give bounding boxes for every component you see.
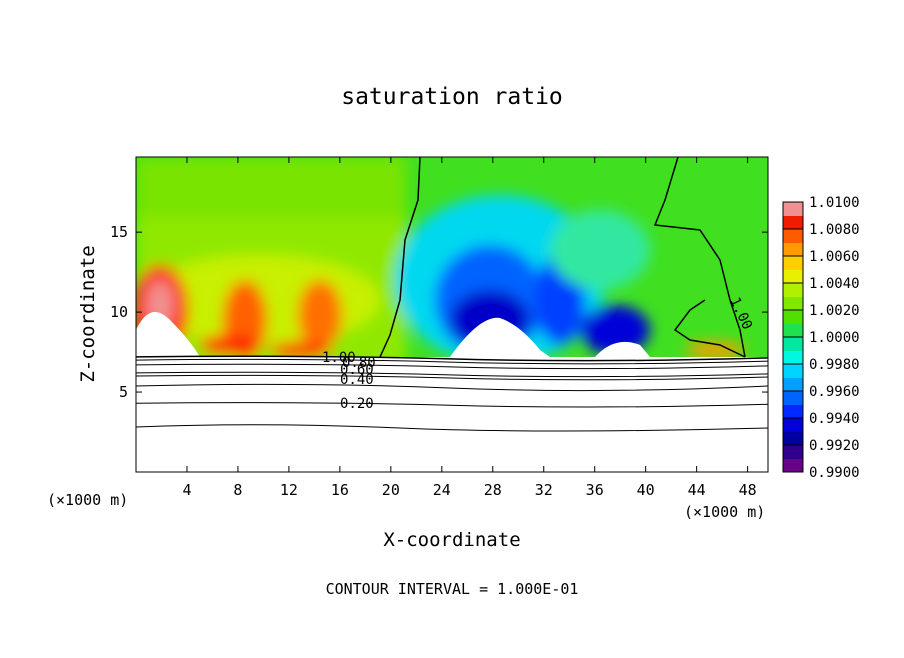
colorbar-tick-label: 0.9940 <box>809 411 860 427</box>
x-tick-label: 28 <box>484 481 502 499</box>
colorbar-band <box>783 350 803 365</box>
x-tick-label: 12 <box>280 481 298 499</box>
colorbar-band <box>783 377 803 392</box>
colorbar-tick-label: 1.0080 <box>809 222 860 238</box>
colorbar-band <box>783 310 803 324</box>
contour-line <box>135 402 769 408</box>
contour-label: 0.20 <box>340 396 374 412</box>
contour-line <box>135 363 769 370</box>
colorbar-band <box>783 256 803 270</box>
field <box>136 157 768 472</box>
colorbar-tick-label: 1.0060 <box>809 249 860 265</box>
colorbar-band <box>783 323 803 338</box>
x-tick-label: 16 <box>331 481 349 499</box>
y-tick-label: 15 <box>110 223 128 241</box>
chart-title: saturation ratio <box>341 84 563 110</box>
colorbar-band <box>783 229 803 243</box>
contour-label: 0.40 <box>340 372 374 388</box>
colorbar-tick-label: 0.9920 <box>809 438 860 454</box>
colorbar-tick-label: 0.9980 <box>809 357 860 373</box>
colorbar-tick-label: 1.0000 <box>809 330 860 346</box>
colorbar-band <box>783 242 803 257</box>
x-axis-label: X-coordinate <box>383 529 520 551</box>
colorbar-band <box>783 215 803 230</box>
x-tick-label: 8 <box>233 481 242 499</box>
colorbar-band <box>783 337 803 351</box>
colorbar-band <box>783 283 803 297</box>
x-tick-label: 44 <box>688 481 706 499</box>
x-tick-label: 20 <box>382 481 400 499</box>
y-axis-label: Z-coordinate <box>77 245 99 382</box>
contour-line <box>135 355 769 362</box>
colorbar-band <box>783 458 803 473</box>
x-units: (×1000 m) <box>47 491 128 509</box>
plot-frame <box>135 156 769 473</box>
contour-label: 0.80 <box>342 355 376 371</box>
contour-label: 1.00 <box>322 350 356 366</box>
colorbar-band <box>783 364 803 378</box>
x-tick-label: 32 <box>535 481 553 499</box>
colorbar-tick-label: 1.0020 <box>809 303 860 319</box>
contour-line <box>135 358 769 365</box>
colorbar-band <box>783 296 803 311</box>
y-tick-label: 5 <box>119 383 128 401</box>
x-units: (×1000 m) <box>684 503 765 521</box>
y-tick-label: 10 <box>110 303 128 321</box>
colorbar-band <box>783 202 803 216</box>
x-tick-label: 24 <box>433 481 451 499</box>
colorbar-band <box>783 418 803 432</box>
contour-line <box>135 371 769 378</box>
colorbar-band <box>783 431 803 446</box>
x-tick-label: 36 <box>586 481 604 499</box>
colorbar-band <box>783 445 803 459</box>
colorbar-band <box>783 404 803 419</box>
colorbar-tick-label: 1.0040 <box>809 276 860 292</box>
colorbar-tick-label: 0.9900 <box>809 465 860 481</box>
contour-label: 0.60 <box>340 362 374 378</box>
x-tick-label: 4 <box>182 481 191 499</box>
x-tick-label: 48 <box>739 481 757 499</box>
colorbar-tick-label: 0.9960 <box>809 384 860 400</box>
footer: CONTOUR INTERVAL = 1.000E-01 <box>326 580 579 598</box>
colorbar-band <box>783 391 803 405</box>
x-tick-label: 40 <box>637 481 655 499</box>
colorbar-tick-label: 1.0100 <box>809 195 860 211</box>
colorbar-band <box>783 269 803 284</box>
